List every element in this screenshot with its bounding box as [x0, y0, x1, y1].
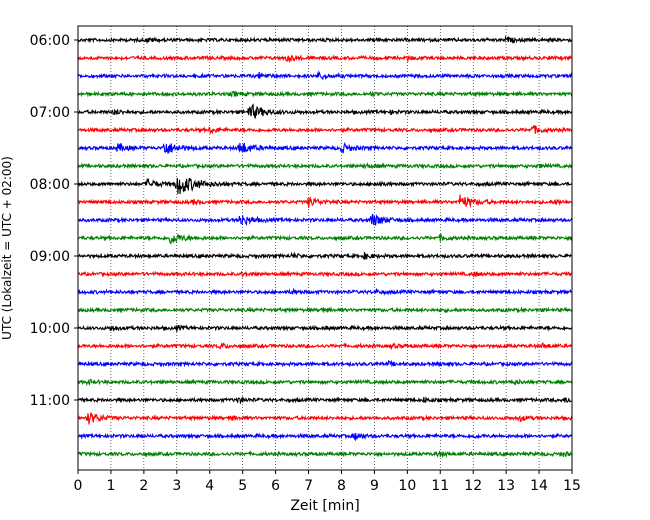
x-tick-label: 4: [205, 478, 214, 494]
trace-0600: [77, 35, 573, 45]
x-tick-label: 9: [370, 478, 379, 494]
trace-0845: [77, 233, 573, 245]
x-tick-label: 8: [337, 478, 346, 494]
x-tick-label: 6: [271, 478, 280, 494]
x-tick-label: 0: [74, 478, 83, 494]
trace-0745: [77, 162, 573, 170]
trace-0900: [77, 251, 573, 261]
trace-0715: [77, 124, 573, 135]
plot-frame: [77, 25, 573, 471]
trace-1045: [77, 378, 573, 387]
trace-1130: [77, 432, 573, 442]
y-tick-label: 08:00: [30, 177, 70, 193]
x-tick-label: 11: [431, 478, 449, 494]
x-tick-label: 13: [497, 478, 515, 494]
y-tick-label: 07:00: [30, 105, 70, 121]
trace-0930: [77, 287, 573, 296]
trace-0815: [77, 194, 573, 208]
trace-1145: [77, 450, 573, 459]
x-tick-label: 15: [563, 478, 581, 494]
x-tick-label: 1: [106, 478, 115, 494]
x-tick-label: 14: [530, 478, 548, 494]
trace-0830: [77, 213, 573, 227]
trace-0615: [77, 54, 573, 63]
trace-1115: [77, 412, 573, 425]
trace-0700: [77, 103, 573, 120]
trace-0915: [77, 270, 572, 278]
y-tick-label: 11:00: [30, 393, 70, 409]
trace-0945: [77, 306, 573, 314]
y-axis-ticks: 06:00 07:00 08:00 09:00 10:00 11:00: [30, 33, 78, 409]
trace-0800: [77, 177, 573, 195]
x-axis-ticks: 0 1 2 3 4 5 6 7 8 9 10 11 12 13 14 15: [74, 470, 581, 494]
vertical-grid: [110, 26, 540, 470]
trace-1100: [77, 395, 573, 405]
y-tick-label: 10:00: [30, 321, 70, 337]
trace-0730: [77, 141, 573, 154]
x-tick-label: 12: [464, 478, 482, 494]
x-tick-label: 3: [172, 478, 181, 494]
trace-0645: [77, 90, 573, 98]
trace-1030: [77, 359, 573, 368]
trace-1000: [77, 324, 573, 332]
x-tick-label: 10: [398, 478, 416, 494]
x-axis-label: Zeit [min]: [290, 498, 359, 514]
y-tick-label: 06:00: [30, 33, 70, 49]
trace-0630: [77, 70, 573, 81]
x-tick-label: 7: [304, 478, 313, 494]
y-tick-label: 09:00: [30, 249, 70, 265]
trace-1015: [77, 342, 573, 350]
x-tick-label: 5: [238, 478, 247, 494]
y-axis-label: UTC (Lokalzeit = UTC + 02:00): [0, 156, 14, 340]
seismic-traces: [77, 35, 573, 459]
x-tick-label: 2: [139, 478, 148, 494]
